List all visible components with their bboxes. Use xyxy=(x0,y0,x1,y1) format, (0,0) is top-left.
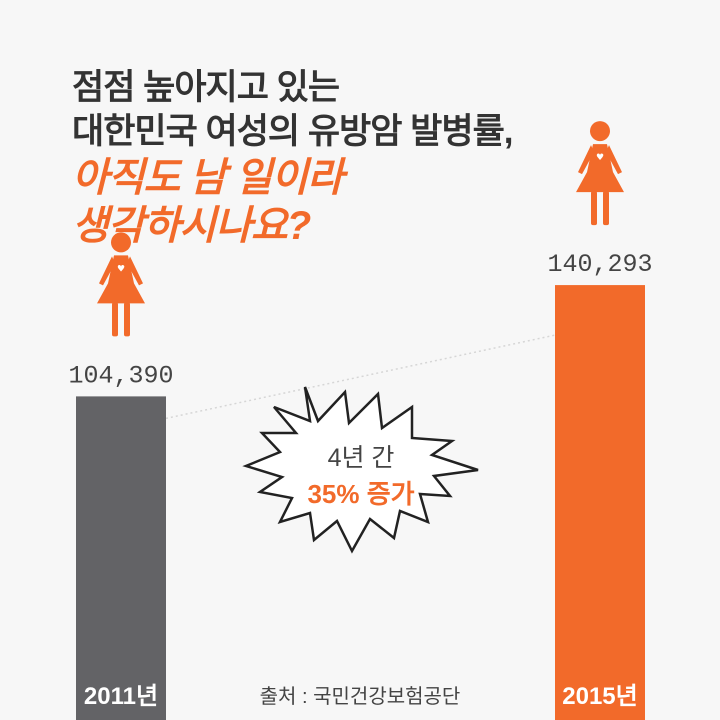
category-label-1: 2015년 xyxy=(562,683,637,710)
category-label-0: 2011년 xyxy=(84,683,158,710)
headline-line-3: 아직도 남 일이라 xyxy=(72,156,344,200)
bar-value-label-0: 104,390 xyxy=(68,361,173,390)
bar-0 xyxy=(76,396,166,720)
bar-1 xyxy=(555,285,645,720)
callout-line-1: 4년 간 xyxy=(328,444,395,472)
source-note: 출처 : 국민건강보험공단 xyxy=(259,686,461,708)
woman-icon-0 xyxy=(97,232,145,337)
burst-callout: 4년 간 35% 증가 xyxy=(242,386,479,554)
callout-line-2: 35% 증가 xyxy=(307,479,414,509)
woman-icon-1 xyxy=(576,121,624,226)
bars-group: 104,390 2011년 ♥ 140,293 2015년 ♥ xyxy=(68,121,653,720)
headline-line-1: 점점 높아지고 있는 xyxy=(72,68,340,107)
heart-icon-1: ♥ xyxy=(596,153,604,163)
bar-value-label-1: 140,293 xyxy=(547,250,652,279)
burst-shape xyxy=(242,386,479,554)
heart-icon-0: ♥ xyxy=(117,264,125,274)
trend-line xyxy=(165,334,556,420)
headline-line-2: 대한민국 여성의 유방암 발병률, xyxy=(72,112,513,151)
